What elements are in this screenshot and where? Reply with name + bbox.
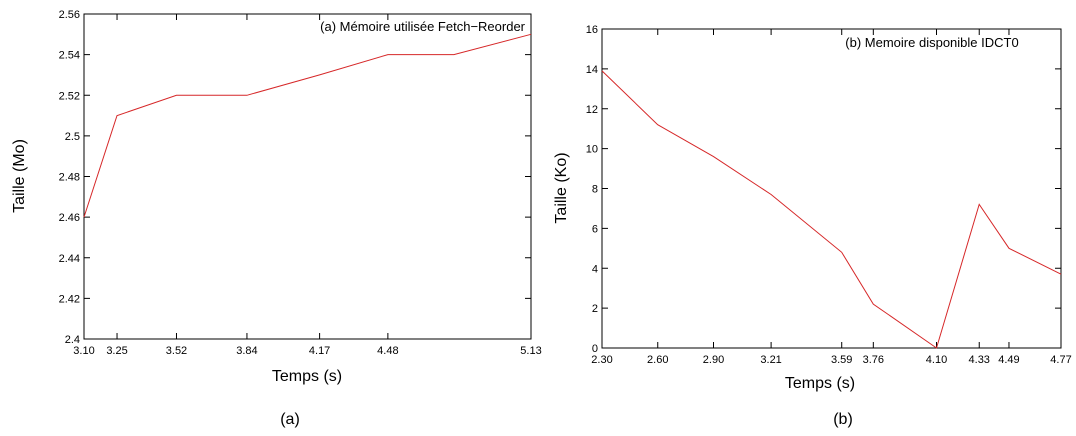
chart-a-x-tick-label: 5.13 (520, 345, 541, 357)
chart-b-x-tick-label: 4.49 (998, 354, 1019, 366)
chart-b-y-tick-label: 16 (586, 24, 598, 36)
chart-b-x-tick-label: 4.10 (926, 354, 947, 366)
chart-a-y-tick-label: 2.54 (59, 50, 80, 62)
chart-b-x-axis-label: Temps (s) (785, 375, 855, 392)
chart-b-x-tick-label: 2.90 (703, 354, 724, 366)
chart-b-y-tick-label: 6 (592, 223, 598, 235)
chart-b-x-tick-label: 2.30 (591, 354, 612, 366)
chart-b-x-tick-label: 3.59 (831, 354, 852, 366)
chart-a-series-line (83, 33, 532, 218)
chart-a-y-axis-label: Taille (Mo) (11, 139, 28, 213)
chart-a-y-tick-label: 2.48 (59, 172, 80, 184)
chart-a-x-tick-label: 3.25 (106, 345, 127, 357)
chart-b-x-tick-label: 4.33 (969, 354, 990, 366)
chart-b-x-ticks: 2.30 2.60 2.90 3.21 3.59 3.76 4.10 4.33 4.49 4.77 (591, 29, 1072, 366)
chart-a-y-tick-label: 2.5 (65, 131, 80, 143)
chart-b-x-tick-label: 3.21 (760, 354, 781, 366)
chart-a-x-tick-label: 3.10 (73, 345, 94, 357)
chart-a-x-tick-label: 4.48 (377, 345, 398, 357)
chart-b-caption: (b) (833, 411, 853, 428)
chart-b-title: (b) Memoire disponible IDCT0 (845, 35, 1018, 50)
chart-b-series-line (601, 70, 1062, 349)
chart-b-y-tick-label: 2 (592, 303, 598, 315)
chart-b-x-tick-label: 3.76 (863, 354, 884, 366)
chart-a-y-tick-label: 2.52 (59, 90, 80, 102)
chart-b-y-axis-label: Taille (Ko) (553, 152, 570, 223)
chart-a-x-axis-label: Temps (s) (272, 368, 342, 385)
chart-b-y-tick-label: 4 (592, 263, 598, 275)
chart-b-y-tick-label: 0 (592, 343, 598, 355)
chart-a-y-ticks: 2.4 2.42 2.44 2.46 2.48 2.5 2.52 2.54 2.56 (59, 9, 531, 346)
chart-a: 2.42.422.442.462.482.52.522.542.56 3.10 3… (11, 9, 542, 428)
chart-a-y-tick-label: 2.42 (59, 293, 80, 305)
chart-b: 0 2 4 6 8 10 12 14 16 2.30 2.60 2.90 3.21 3.59 3.76 4.… (553, 24, 1072, 428)
chart-a-y-tick-label: 2.4 (65, 334, 80, 346)
chart-b-x-tick-label: 2.60 (647, 354, 668, 366)
chart-a-y-tick-label: 2.46 (59, 212, 80, 224)
chart-a-x-ticks: 3.10 3.25 3.52 3.84 4.17 4.48 5.13 (73, 14, 542, 357)
chart-b-y-ticks: 0 2 4 6 8 10 12 14 16 (586, 24, 1061, 355)
chart-b-y-tick-label: 14 (586, 64, 598, 76)
chart-a-y-tick-label: 2.56 (59, 9, 80, 21)
chart-a-x-tick-label: 4.17 (309, 345, 330, 357)
chart-b-x-tick-label: 4.77 (1050, 354, 1071, 366)
chart-a-y-tick-label: 2.44 (59, 253, 80, 265)
chart-a-plot-frame (83, 13, 532, 340)
chart-b-y-tick-label: 10 (586, 144, 598, 156)
chart-a-x-tick-label: 3.52 (166, 345, 187, 357)
chart-a-x-tick-label: 3.84 (236, 345, 257, 357)
chart-a-title: (a) Mémoire utilisée Fetch−Reorder (320, 19, 525, 34)
chart-b-y-tick-label: 12 (586, 104, 598, 116)
chart-b-y-tick-label: 8 (592, 184, 598, 196)
chart-b-plot-frame (601, 28, 1062, 349)
chart-a-caption: (a) (280, 411, 300, 428)
